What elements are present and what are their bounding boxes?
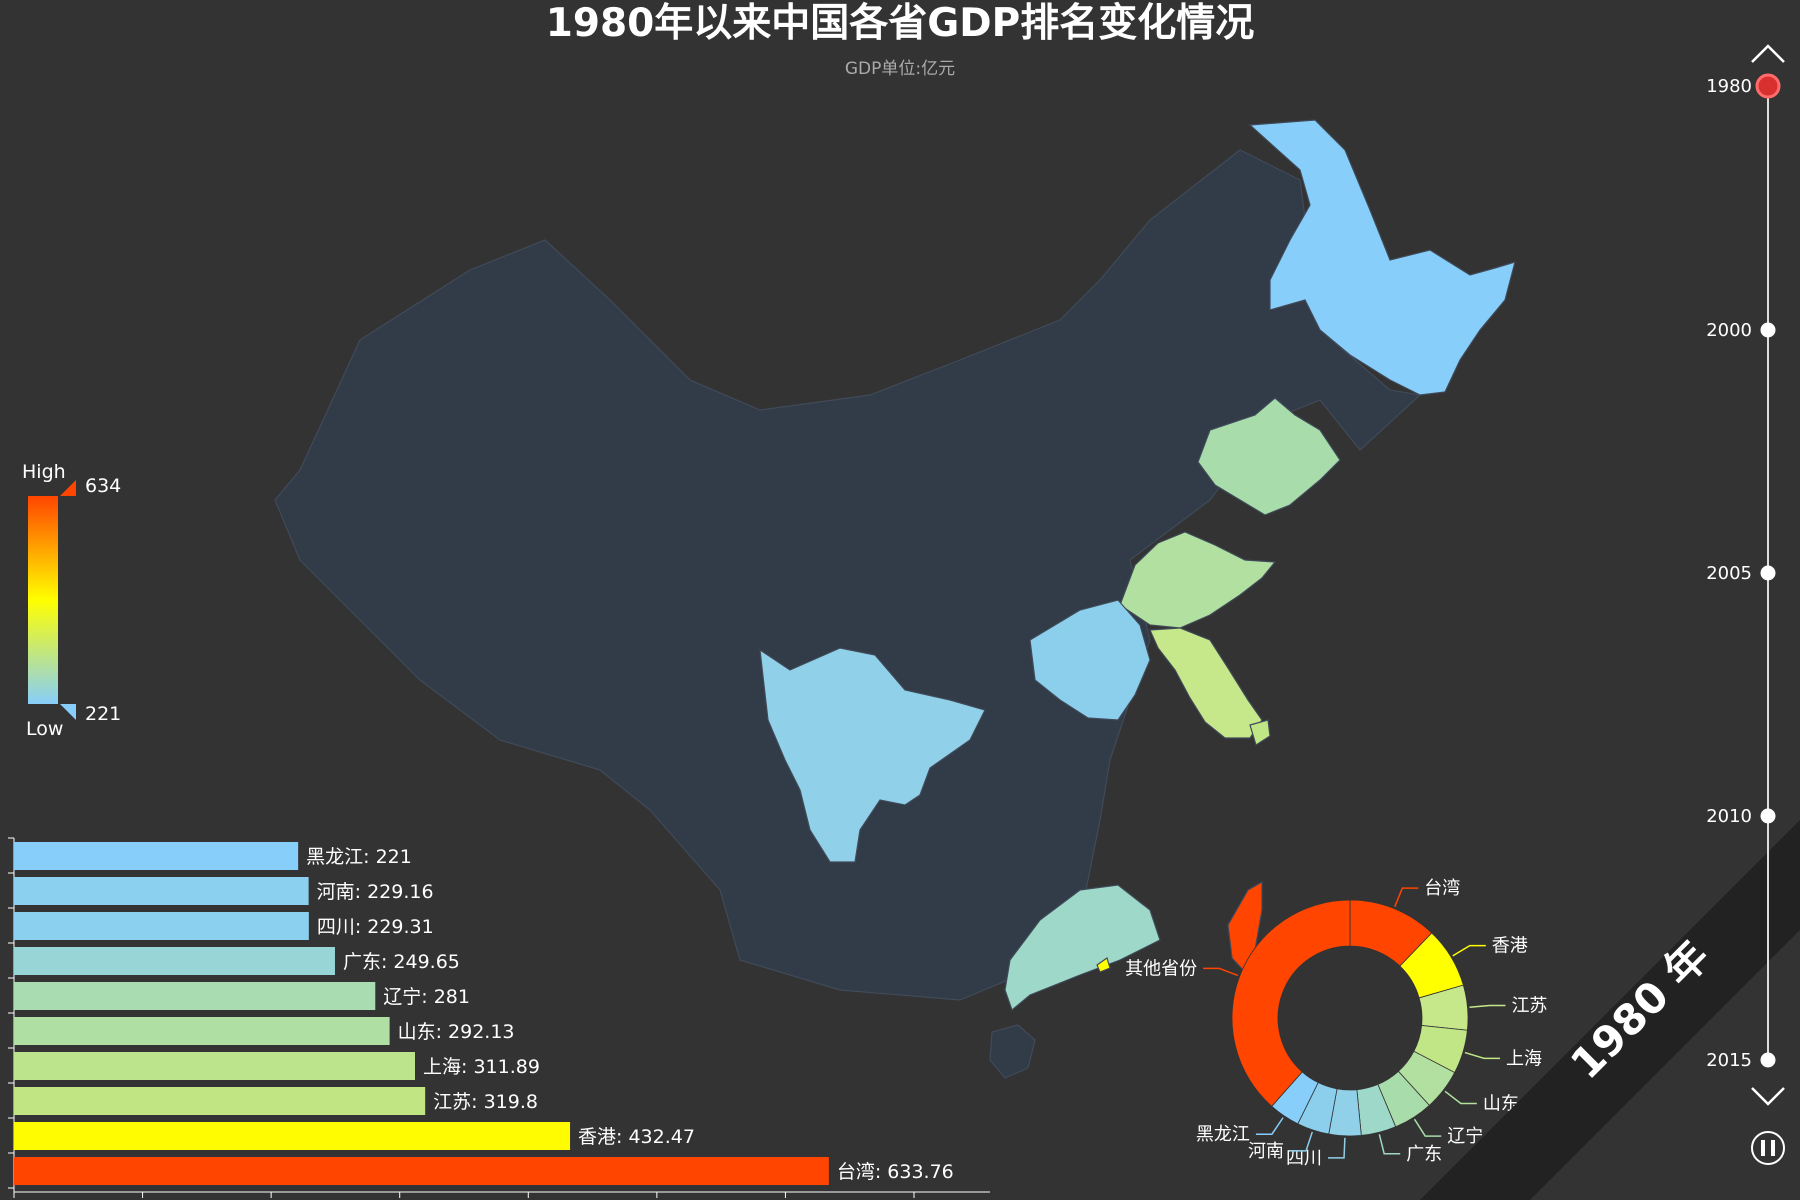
- map-shandong: [1119, 531, 1277, 629]
- timeline-point[interactable]: [1760, 565, 1776, 581]
- map-heilongjiang: [1248, 119, 1516, 396]
- timeline-play-circle[interactable]: [1751, 1131, 1785, 1165]
- pie-label: 山东: [1483, 1094, 1519, 1115]
- bar[interactable]: [14, 1017, 390, 1045]
- bar[interactable]: [14, 947, 335, 975]
- pie-label-line: [1452, 944, 1486, 957]
- map-sichuan: [759, 647, 986, 863]
- map-hainan: [989, 1024, 1036, 1079]
- year-banner-stripe: [1420, 820, 1800, 1200]
- pie-label: 黑龙江: [1196, 1124, 1250, 1145]
- chart-subtitle: GDP单位:亿元: [845, 59, 955, 79]
- pie-label-line: [1328, 1137, 1346, 1159]
- pie-label-line: [1464, 1051, 1501, 1060]
- bars: 黑龙江: 221 河南: 229.16 四川: 229.31 广东: 249.65 辽宁…: [14, 842, 954, 1185]
- pie-label-line: [1203, 967, 1239, 977]
- bar[interactable]: [14, 1122, 571, 1150]
- bar[interactable]: [14, 1157, 829, 1185]
- pie-label: 台湾: [1424, 878, 1460, 899]
- map-shanghai: [1249, 719, 1271, 746]
- pie-label-line: [1469, 1004, 1506, 1009]
- pie-label: 四川: [1286, 1148, 1322, 1169]
- timeline-point[interactable]: [1755, 73, 1781, 99]
- bar-value-label: 广东: 249.65: [343, 951, 460, 973]
- visual-map-handle-top[interactable]: [60, 480, 76, 496]
- pie-label: 香港: [1492, 936, 1528, 957]
- timeline: 1980 2000 2005 2010 2015: [1706, 44, 1785, 1165]
- pie-label-line: [1378, 1134, 1401, 1155]
- pie-label-line: [1394, 887, 1419, 907]
- timeline-year-label[interactable]: 2000: [1706, 320, 1752, 341]
- bar-value-label: 辽宁: 281: [383, 986, 470, 1008]
- map-base-region: [274, 149, 1422, 1001]
- bar-value-label: 四川: 229.31: [317, 916, 434, 938]
- bar[interactable]: [14, 982, 376, 1010]
- bar-value-label: 江苏: 319.8: [433, 1091, 538, 1113]
- bar-ticks: [8, 837, 915, 1198]
- timeline-play-button[interactable]: [1751, 1131, 1785, 1165]
- bar[interactable]: [14, 877, 309, 905]
- china-map: [274, 119, 1516, 1079]
- chart-title: 1980年以来中国各省GDP排名变化情况: [546, 1, 1255, 46]
- pause-icon-bar-left: [1761, 1140, 1765, 1156]
- bar[interactable]: [14, 1052, 416, 1080]
- pie-label-line: [1413, 1118, 1442, 1137]
- bar-value-label: 台湾: 633.76: [837, 1161, 954, 1183]
- bar-value-label: 河南: 229.16: [317, 881, 434, 903]
- visual-map-high-label: High: [22, 461, 66, 483]
- pie-label-line: [1290, 1131, 1314, 1152]
- timeline-year-label[interactable]: 2015: [1706, 1050, 1752, 1071]
- map-henan: [1029, 599, 1151, 721]
- pie-slice[interactable]: [1231, 899, 1351, 1107]
- visual-map-max-text: 634: [85, 475, 121, 497]
- bar[interactable]: [14, 912, 309, 940]
- map-guangdong: [1004, 884, 1161, 1012]
- bar-value-label: 黑龙江: 221: [306, 846, 412, 868]
- visual-map-low-label: Low: [26, 718, 63, 740]
- timeline-next-arrow-icon[interactable]: [1751, 1087, 1785, 1106]
- timeline-point[interactable]: [1760, 1052, 1776, 1068]
- pie-label: 其他省份: [1125, 958, 1197, 979]
- timeline-point[interactable]: [1760, 808, 1776, 824]
- pie-label-line: [1255, 1117, 1284, 1135]
- timeline-points: 1980 2000 2005 2010 2015: [1706, 73, 1781, 1071]
- timeline-prev-arrow-icon[interactable]: [1751, 44, 1785, 63]
- visual-map-min-text: 221: [85, 703, 121, 725]
- timeline-year-label[interactable]: 2010: [1706, 806, 1752, 827]
- timeline-year-label[interactable]: 1980: [1706, 76, 1752, 97]
- pause-icon-bar-right: [1771, 1140, 1775, 1156]
- pie-label: 广东: [1406, 1144, 1442, 1165]
- bar-value-label: 山东: 292.13: [398, 1021, 515, 1043]
- year-banner: 1980 年: [1420, 820, 1800, 1200]
- timeline-year-label[interactable]: 2005: [1706, 563, 1752, 584]
- timeline-point[interactable]: [1760, 322, 1776, 338]
- map-liaoning: [1197, 397, 1341, 516]
- bar[interactable]: [14, 1087, 426, 1115]
- map-jiangsu: [1149, 627, 1263, 739]
- pie-label: 河南: [1248, 1141, 1284, 1162]
- pie-label: 辽宁: [1447, 1126, 1483, 1147]
- bar-value-label: 香港: 432.47: [578, 1126, 695, 1148]
- pie-label: 江苏: [1511, 996, 1547, 1017]
- bar-chart: 黑龙江: 221 河南: 229.16 四川: 229.31 广东: 249.65 辽宁…: [8, 837, 990, 1198]
- pie-label-line: [1444, 1090, 1477, 1105]
- bar-value-label: 上海: 311.89: [423, 1056, 540, 1078]
- bar[interactable]: [14, 842, 299, 870]
- visual-map-handle-bottom[interactable]: [60, 704, 76, 720]
- visual-map-gradient: [28, 496, 58, 704]
- pie-label: 上海: [1506, 1048, 1542, 1069]
- visual-map: High 634 221 Low: [22, 461, 121, 740]
- map-hongkong: [1096, 957, 1111, 973]
